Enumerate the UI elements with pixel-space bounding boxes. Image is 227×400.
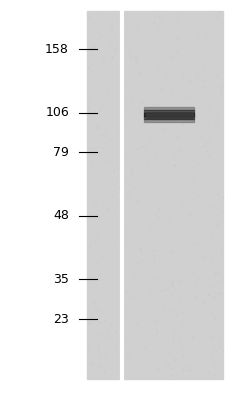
Bar xyxy=(144,107,193,110)
Bar xyxy=(86,11,222,379)
Text: 48: 48 xyxy=(53,209,69,222)
Bar xyxy=(145,112,192,118)
Bar xyxy=(144,113,193,116)
Text: 23: 23 xyxy=(53,313,69,326)
Bar xyxy=(144,110,193,113)
Bar xyxy=(144,119,193,122)
Text: 106: 106 xyxy=(45,106,69,119)
Text: 35: 35 xyxy=(53,273,69,286)
Text: 79: 79 xyxy=(53,146,69,159)
Bar xyxy=(144,116,193,119)
Text: 158: 158 xyxy=(45,42,69,56)
